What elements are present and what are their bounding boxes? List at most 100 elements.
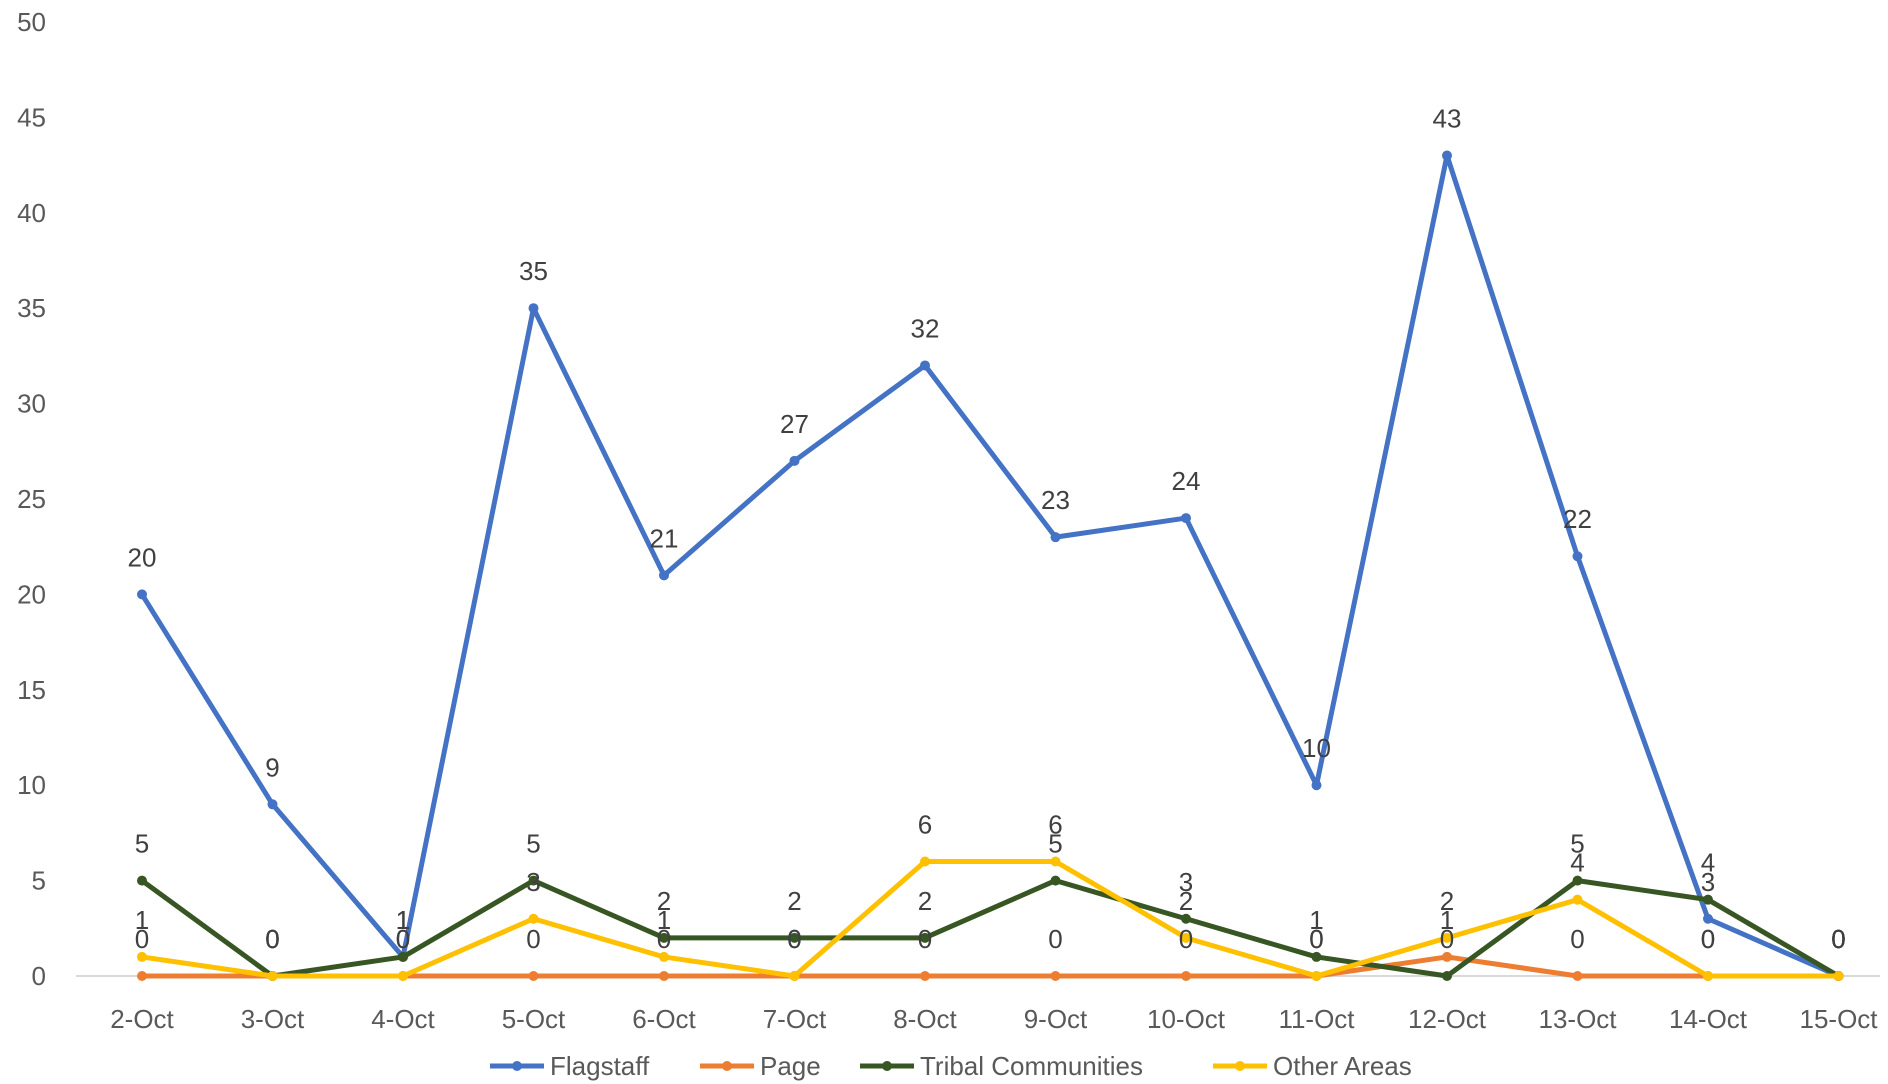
- data-label: 6: [1048, 810, 1062, 840]
- data-point: [1442, 932, 1452, 943]
- x-axis-ticks: 2-Oct 3-Oct 4-Oct 5-Oct 6-Oct 7-Oct 8-Oct 9-Oct…: [110, 1004, 1878, 1034]
- data-point: [920, 360, 930, 371]
- data-point: [789, 932, 800, 943]
- data-label: 10: [1302, 733, 1331, 763]
- data-label: 43: [1433, 104, 1462, 134]
- data-label: 0: [1440, 924, 1454, 954]
- y-axis-ticks: 0 5 10 15 20 25 30 35 40 45 50: [17, 7, 46, 991]
- data-point: [1572, 551, 1583, 562]
- data-label: 5: [1048, 829, 1062, 859]
- x-tick-label: 2-Oct: [110, 1004, 174, 1034]
- x-tick-label: 5-Oct: [502, 1004, 566, 1034]
- data-label: 0: [1831, 924, 1845, 954]
- data-point: [1181, 971, 1191, 981]
- data-point: [398, 971, 408, 981]
- x-tick-label: 13-Oct: [1538, 1004, 1617, 1034]
- data-label: 3: [526, 867, 540, 897]
- data-label: 0: [1831, 924, 1845, 954]
- data-point: [137, 971, 147, 981]
- y-tick-label: 25: [17, 484, 46, 514]
- legend-label: Tribal Communities: [920, 1051, 1143, 1081]
- data-label: 0: [265, 924, 279, 954]
- data-point: [267, 799, 278, 810]
- data-point: [789, 971, 800, 981]
- data-label: 1: [1440, 905, 1454, 935]
- legend-swatch-marker: [512, 1061, 522, 1071]
- data-point: [659, 951, 669, 962]
- data-label: 35: [519, 256, 548, 286]
- data-point: [1703, 971, 1713, 981]
- legend-swatch-marker: [722, 1061, 732, 1071]
- series-line-3: [139, 859, 1841, 979]
- data-label: 3: [1179, 867, 1193, 897]
- data-label: 0: [1570, 924, 1584, 954]
- data-label: 1: [396, 905, 410, 935]
- data-point: [659, 932, 669, 943]
- x-tick-label: 12-Oct: [1408, 1004, 1487, 1034]
- data-label: 4: [1701, 848, 1715, 878]
- data-label: 2: [657, 886, 671, 916]
- x-tick-label: 10-Oct: [1147, 1004, 1226, 1034]
- y-tick-label: 35: [17, 293, 46, 323]
- y-tick-label: 30: [17, 389, 46, 419]
- data-label: 2: [1440, 886, 1454, 916]
- data-point: [137, 875, 147, 886]
- data-point: [528, 913, 539, 924]
- data-label: 5: [526, 829, 540, 859]
- x-tick-label: 3-Oct: [241, 1004, 305, 1034]
- data-label: 2: [1179, 886, 1193, 916]
- data-label: 0: [135, 924, 149, 954]
- data-label: 2: [918, 886, 932, 916]
- data-label: 0: [787, 924, 801, 954]
- data-label: 1: [1309, 905, 1323, 935]
- data-point: [1442, 951, 1452, 962]
- data-label: 5: [1570, 829, 1584, 859]
- data-label: 2: [787, 886, 801, 916]
- data-label: 0: [657, 924, 671, 954]
- data-point: [528, 875, 539, 886]
- data-label: 27: [780, 409, 809, 439]
- data-point: [1442, 150, 1452, 161]
- x-tick-label: 9-Oct: [1024, 1004, 1088, 1034]
- data-point: [920, 932, 930, 943]
- legend-label: Page: [760, 1051, 821, 1081]
- data-point: [789, 455, 800, 466]
- y-tick-label: 40: [17, 198, 46, 228]
- data-point: [1572, 894, 1583, 905]
- data-point: [1181, 932, 1191, 943]
- series-line-2: [139, 878, 1841, 979]
- data-label: 0: [1179, 924, 1193, 954]
- data-label: 5: [135, 829, 149, 859]
- data-point: [920, 971, 930, 981]
- data-label: 0: [1831, 924, 1845, 954]
- data-label: 0: [918, 924, 932, 954]
- y-tick-label: 0: [32, 961, 46, 991]
- y-tick-label: 45: [17, 102, 46, 132]
- data-point: [1311, 971, 1322, 981]
- legend-label: Other Areas: [1273, 1051, 1412, 1081]
- data-label: 0: [526, 924, 540, 954]
- series-line-1: [139, 954, 1841, 979]
- data-label: 0: [1701, 924, 1715, 954]
- data-label: 22: [1563, 504, 1592, 534]
- data-label: 3: [1701, 867, 1715, 897]
- data-point: [1442, 971, 1452, 981]
- data-label: 21: [650, 523, 679, 553]
- data-label: 24: [1172, 466, 1201, 496]
- data-point: [659, 971, 669, 981]
- data-point: [1703, 913, 1713, 924]
- data-point: [659, 570, 669, 581]
- data-point: [1050, 875, 1061, 886]
- data-label: 0: [1831, 924, 1845, 954]
- data-label: 0: [396, 924, 410, 954]
- legend-swatch-marker: [882, 1061, 892, 1071]
- data-point: [1050, 532, 1061, 543]
- data-label: 0: [265, 924, 279, 954]
- x-tick-label: 7-Oct: [763, 1004, 827, 1034]
- data-label: 0: [787, 924, 801, 954]
- data-point: [528, 303, 539, 314]
- data-label: 9: [265, 752, 279, 782]
- data-label: 1: [135, 905, 149, 935]
